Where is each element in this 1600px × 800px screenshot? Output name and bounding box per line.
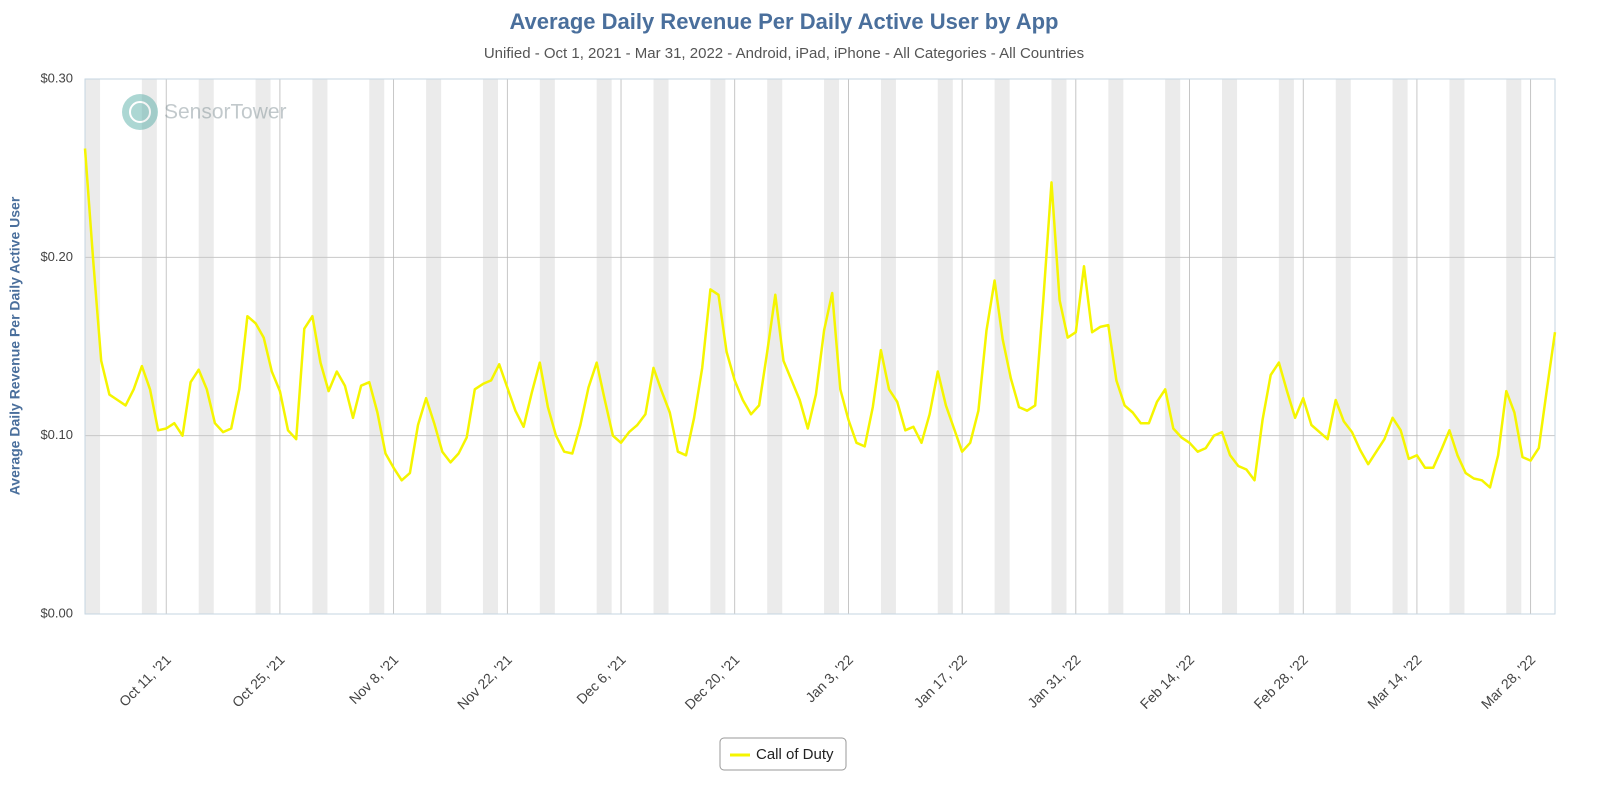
weekend-band	[653, 79, 669, 614]
weekend-band	[596, 79, 612, 614]
weekend-band	[539, 79, 555, 614]
x-tick-label: Dec 6, '21	[573, 651, 629, 707]
x-tick-label: Jan 17, '22	[910, 651, 970, 711]
legend-label[interactable]: Call of Duty	[756, 746, 834, 763]
legend-box	[719, 737, 847, 771]
weekend-band	[1335, 79, 1351, 614]
weekend-band	[426, 79, 442, 614]
watermark-logo-ring	[129, 101, 151, 123]
weekend-band	[1449, 79, 1465, 614]
weekend-band	[141, 79, 157, 614]
y-tick-label: $0.00	[40, 605, 73, 620]
grid	[85, 78, 1555, 615]
weekend-band	[1165, 79, 1181, 614]
x-tick-label: Feb 28, '22	[1250, 651, 1311, 712]
x-tick-label: Jan 31, '22	[1024, 651, 1084, 711]
y-tick-label: $0.10	[40, 427, 73, 442]
weekend-band	[369, 79, 385, 614]
chart-title: Average Daily Revenue Per Daily Active U…	[509, 9, 1058, 34]
y-tick-label: $0.20	[40, 249, 73, 264]
chart-subtitle: Unified - Oct 1, 2021 - Mar 31, 2022 - A…	[484, 45, 1084, 62]
weekend-bands	[85, 79, 1522, 614]
x-tick-label: Nov 22, '21	[454, 651, 515, 712]
weekend-band	[1108, 79, 1124, 614]
weekend-band	[1392, 79, 1408, 614]
weekend-band	[937, 79, 953, 614]
weekend-band	[1278, 79, 1294, 614]
y-tick-label: $0.30	[40, 70, 73, 85]
x-tick-label: Oct 25, '21	[229, 651, 288, 710]
weekend-band	[198, 79, 214, 614]
legend: Call of Duty	[719, 737, 847, 771]
weekend-band	[255, 79, 271, 614]
watermark-logo	[122, 94, 158, 130]
weekend-band	[824, 79, 840, 614]
weekend-band	[710, 79, 726, 614]
x-tick-label: Mar 28, '22	[1478, 651, 1539, 712]
x-tick-label: Mar 14, '22	[1364, 651, 1425, 712]
x-tick-label: Dec 20, '21	[681, 651, 742, 712]
weekend-band	[767, 79, 783, 614]
weekend-band	[1051, 79, 1067, 614]
watermark: SensorTower	[122, 94, 287, 130]
watermark-text: SensorTower	[164, 101, 287, 124]
weekend-band	[1506, 79, 1522, 614]
weekend-band	[880, 79, 896, 614]
x-tick-label: Oct 11, '21	[116, 651, 174, 709]
data-line	[83, 148, 1557, 489]
weekend-band	[1222, 79, 1238, 614]
weekend-band	[312, 79, 328, 614]
x-tick-label: Jan 3, '22	[802, 651, 856, 705]
weekend-band	[482, 79, 498, 614]
weekend-band	[85, 79, 101, 614]
weekend-band	[994, 79, 1010, 614]
plot-border	[84, 78, 1556, 615]
x-tick-label: Nov 8, '21	[346, 651, 402, 707]
y-axis-title: Average Daily Revenue Per Daily Active U…	[7, 196, 23, 495]
x-tick-label: Feb 14, '22	[1137, 651, 1198, 712]
